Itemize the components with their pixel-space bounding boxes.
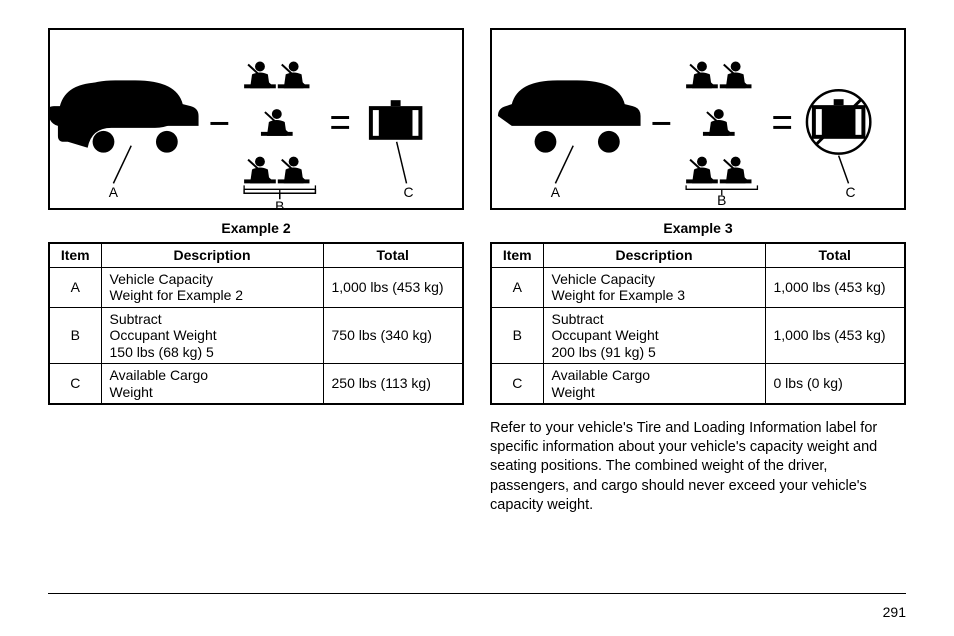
cell-item: C — [49, 364, 101, 405]
cell-desc: SubtractOccupant Weight200 lbs (91 kg) 5 — [543, 307, 765, 364]
page-number: 291 — [883, 604, 906, 620]
th-desc: Description — [543, 243, 765, 267]
table-example-2: Item Description Total A Vehicle Capacit… — [48, 242, 464, 405]
diagram-label-a: A — [109, 184, 119, 200]
car-icon — [498, 80, 641, 152]
th-item: Item — [49, 243, 101, 267]
th-total: Total — [323, 243, 463, 267]
diagram-label-c: C — [404, 184, 414, 200]
cell-item: B — [49, 307, 101, 364]
table-row: C Available CargoWeight 0 lbs (0 kg) — [491, 364, 905, 405]
diagram-label-a: A — [551, 184, 561, 200]
column-example-2: A B — [48, 28, 464, 515]
table-row: B SubtractOccupant Weight200 lbs (91 kg)… — [491, 307, 905, 364]
cell-item: A — [49, 267, 101, 307]
cell-desc: SubtractOccupant Weight150 lbs (68 kg) 5 — [101, 307, 323, 364]
cell-desc: Available CargoWeight — [543, 364, 765, 405]
diagram-svg-2: A B — [50, 30, 462, 208]
th-item: Item — [491, 243, 543, 267]
cargo-crossed-icon — [807, 90, 870, 153]
table-row: A Vehicle CapacityWeight for Example 2 1… — [49, 267, 463, 307]
example-3-title: Example 3 — [490, 220, 906, 236]
column-example-3: A B — [490, 28, 906, 515]
diagram-example-3: A B — [490, 28, 906, 210]
equals-icon — [773, 116, 791, 129]
cell-total: 1,000 lbs (453 kg) — [765, 307, 905, 364]
diagram-label-b: B — [717, 192, 726, 208]
th-desc: Description — [101, 243, 323, 267]
diagram-label-c: C — [846, 184, 856, 200]
occupants-icon — [686, 62, 751, 184]
diagram-label-b: B — [275, 198, 284, 208]
example-2-title: Example 2 — [48, 220, 464, 236]
cell-item: C — [491, 364, 543, 405]
cell-total: 1,000 lbs (453 kg) — [323, 267, 463, 307]
cell-item: B — [491, 307, 543, 364]
cell-item: A — [491, 267, 543, 307]
note-text: Refer to your vehicle's Tire and Loading… — [490, 419, 906, 515]
cell-total: 250 lbs (113 kg) — [323, 364, 463, 405]
cell-total: 1,000 lbs (453 kg) — [765, 267, 905, 307]
cargo-icon — [369, 100, 422, 140]
diagram-svg-3: A B — [492, 30, 904, 208]
content-columns: A B — [48, 28, 906, 515]
equals-icon — [331, 116, 349, 129]
cell-desc: Vehicle CapacityWeight for Example 2 — [101, 267, 323, 307]
cell-total: 0 lbs (0 kg) — [765, 364, 905, 405]
cell-total: 750 lbs (340 kg) — [323, 307, 463, 364]
th-total: Total — [765, 243, 905, 267]
table-example-3: Item Description Total A Vehicle Capacit… — [490, 242, 906, 405]
cell-desc: Vehicle CapacityWeight for Example 3 — [543, 267, 765, 307]
table-row: B SubtractOccupant Weight150 lbs (68 kg)… — [49, 307, 463, 364]
table-row: A Vehicle CapacityWeight for Example 3 1… — [491, 267, 905, 307]
occupants-icon — [244, 62, 309, 184]
minus-icon — [652, 122, 670, 125]
cell-desc: Available CargoWeight — [101, 364, 323, 405]
diagram-example-2: A B — [48, 28, 464, 210]
footer-rule — [48, 593, 906, 594]
table-row: C Available CargoWeight 250 lbs (113 kg) — [49, 364, 463, 405]
minus-icon — [210, 122, 228, 125]
car-icon — [50, 80, 199, 152]
